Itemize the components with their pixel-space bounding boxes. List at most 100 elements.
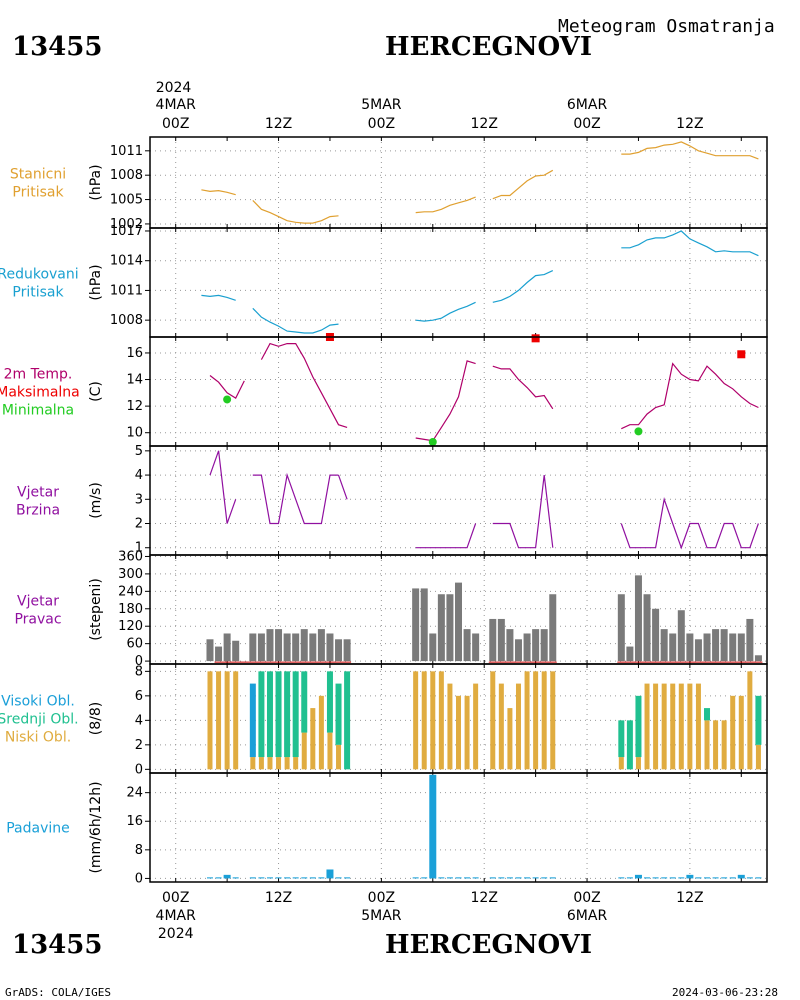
tmax-marker bbox=[531, 334, 540, 343]
direction-bar bbox=[686, 633, 694, 662]
y-tick-label: 4 bbox=[135, 713, 143, 728]
y-tick-label: 16 bbox=[126, 814, 143, 829]
bottom-date-label: 4MAR bbox=[156, 908, 197, 924]
series-line bbox=[209, 375, 245, 399]
y-tick-label: 2 bbox=[135, 517, 143, 532]
y-axis-unit: (C) bbox=[88, 381, 104, 402]
mid-cloud-bar bbox=[275, 671, 282, 758]
low-cloud-bar bbox=[447, 683, 453, 770]
mid-cloud-bar bbox=[301, 671, 308, 733]
y-tick-label: 10 bbox=[126, 426, 143, 441]
low-cloud-bar bbox=[276, 757, 282, 770]
trace-precip-bar bbox=[301, 877, 308, 879]
panel-frame bbox=[149, 136, 768, 229]
trace-precip-bar bbox=[644, 877, 651, 879]
trace-precip-bar bbox=[549, 877, 556, 879]
mid-cloud-bar bbox=[635, 695, 642, 758]
series-line bbox=[415, 523, 477, 549]
low-cloud-bar bbox=[413, 671, 419, 770]
series-line bbox=[621, 230, 759, 257]
direction-bar bbox=[455, 582, 462, 662]
low-cloud-bar bbox=[738, 695, 744, 770]
series-line bbox=[260, 342, 348, 428]
low-cloud-bar bbox=[618, 757, 624, 770]
bottom-time-label: 00Z bbox=[368, 890, 395, 906]
direction-bar bbox=[429, 633, 437, 662]
trace-precip-bar bbox=[729, 877, 736, 879]
precip-bar bbox=[429, 774, 437, 879]
trace-precip-bar bbox=[464, 877, 471, 879]
trace-precip-bar bbox=[541, 877, 548, 879]
y-tick-label: 1011 bbox=[110, 283, 143, 298]
trace-precip-bar bbox=[232, 877, 239, 879]
trace-precip-bar bbox=[275, 877, 282, 879]
low-cloud-bar bbox=[713, 720, 719, 770]
direction-bar bbox=[703, 633, 711, 662]
low-cloud-bar bbox=[224, 671, 230, 770]
trace-precip-bar bbox=[266, 877, 273, 879]
low-cloud-bar bbox=[653, 683, 659, 770]
tmin-marker bbox=[634, 427, 643, 436]
y-tick-label: 120 bbox=[118, 619, 143, 634]
y-tick-label: 0 bbox=[135, 762, 143, 777]
top-time-label: 00Z bbox=[162, 116, 189, 132]
precip-bar bbox=[634, 874, 642, 879]
panel-label: Niski Obl. bbox=[5, 730, 71, 746]
trace-precip-bar bbox=[489, 877, 496, 879]
low-cloud-bar bbox=[456, 695, 461, 770]
trace-precip-bar bbox=[412, 877, 419, 879]
series-line bbox=[415, 360, 476, 442]
mid-cloud-bar bbox=[258, 671, 265, 758]
direction-bar bbox=[497, 618, 505, 662]
low-cloud-bar bbox=[550, 671, 556, 770]
series-line bbox=[201, 294, 236, 301]
low-cloud-bar bbox=[678, 683, 684, 770]
series-line bbox=[337, 474, 348, 500]
low-cloud-bar bbox=[635, 757, 641, 770]
direction-bar bbox=[335, 639, 343, 662]
trace-precip-bar bbox=[472, 877, 479, 879]
y-tick-label: 1005 bbox=[110, 193, 143, 208]
direction-bar bbox=[643, 594, 651, 662]
panel-frame bbox=[149, 336, 768, 447]
trace-precip-bar bbox=[206, 877, 213, 879]
trace-precip-bar bbox=[695, 877, 702, 879]
station-name-bottom: HERCEGNOVI bbox=[385, 930, 592, 960]
mid-cloud-bar bbox=[292, 671, 299, 758]
low-cloud-bar bbox=[661, 683, 667, 770]
bottom-date-label: 5MAR bbox=[361, 908, 402, 924]
plot-layer: 20244MAR00Z00Z4MAR12Z12Z5MAR00Z00Z5MAR12… bbox=[0, 80, 768, 942]
panel-label: Vjetar bbox=[17, 485, 59, 501]
direction-bar bbox=[737, 633, 745, 662]
y-tick-label: 6 bbox=[135, 689, 143, 704]
direction-bar bbox=[626, 646, 634, 662]
mid-cloud-bar bbox=[335, 683, 342, 745]
y-tick-label: 1002 bbox=[110, 217, 143, 232]
direction-bar bbox=[677, 610, 685, 662]
top-time-label: 00Z bbox=[573, 116, 600, 132]
panel-label: Brzina bbox=[16, 503, 60, 519]
low-cloud-bar bbox=[327, 732, 333, 770]
high-cloud-bar bbox=[249, 683, 256, 758]
low-cloud-bar bbox=[250, 757, 256, 770]
trace-precip-bar bbox=[661, 877, 668, 879]
top-date-label: 6MAR bbox=[567, 97, 608, 113]
direction-bar bbox=[420, 588, 428, 662]
y-tick-label: 8 bbox=[135, 664, 143, 679]
series-line bbox=[209, 450, 237, 524]
trace-precip-bar bbox=[532, 877, 539, 879]
low-cloud-bar bbox=[644, 683, 650, 770]
trace-precip-bar bbox=[249, 877, 256, 879]
bottom-time-label: 00Z bbox=[162, 890, 189, 906]
series-line bbox=[201, 189, 236, 196]
direction-bar bbox=[540, 629, 548, 662]
direction-bar bbox=[669, 633, 677, 662]
low-cloud-bar bbox=[498, 683, 504, 770]
y-tick-label: 1014 bbox=[110, 254, 143, 269]
trace-precip-bar bbox=[284, 877, 291, 879]
tmin-marker bbox=[428, 438, 437, 447]
low-cloud-bar bbox=[524, 671, 530, 770]
low-cloud-bar bbox=[747, 671, 753, 770]
direction-bar bbox=[729, 633, 737, 662]
